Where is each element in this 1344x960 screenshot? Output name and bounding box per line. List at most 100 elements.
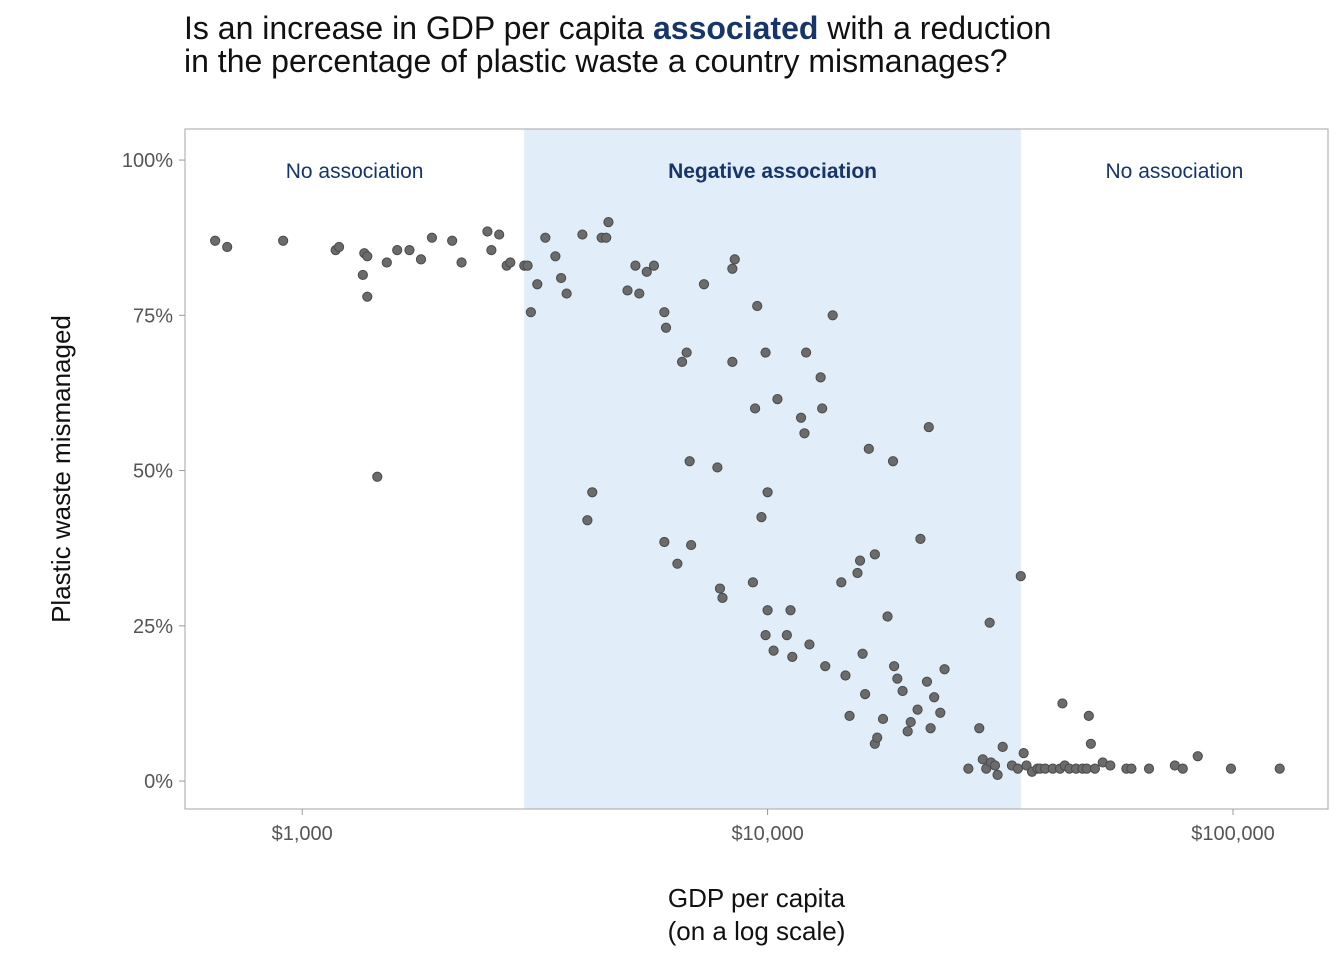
- region-label-3: No association: [1106, 160, 1244, 183]
- data-point: [984, 617, 995, 628]
- data-point: [426, 232, 438, 243]
- data-point: [577, 229, 588, 240]
- chart-title-line-1: Is an increase in GDP per capita associa…: [184, 12, 1051, 45]
- data-point: [456, 257, 467, 268]
- data-point: [660, 322, 672, 333]
- data-point: [684, 456, 695, 467]
- data-point: [404, 244, 415, 256]
- data-point: [852, 567, 863, 579]
- data-point: [992, 769, 1003, 780]
- data-point: [727, 263, 738, 274]
- data-point: [415, 254, 427, 265]
- data-point: [1192, 751, 1203, 762]
- data-point: [1085, 738, 1096, 749]
- data-point: [278, 235, 289, 246]
- data-point: [760, 347, 771, 358]
- data-point: [877, 713, 889, 725]
- data-point: [486, 244, 497, 256]
- data-point: [872, 732, 883, 743]
- data-point: [817, 403, 828, 414]
- data-point: [1057, 698, 1068, 709]
- data-point: [785, 605, 796, 616]
- data-point: [929, 692, 940, 703]
- data-point: [372, 471, 383, 482]
- data-point: [603, 217, 614, 228]
- data-point: [1274, 763, 1285, 774]
- data-point: [482, 226, 493, 237]
- data-point: [912, 704, 923, 715]
- region-bands: [524, 129, 1021, 809]
- negative-association-band: [524, 129, 1021, 809]
- data-point: [561, 288, 572, 299]
- data-point: [1126, 763, 1137, 774]
- y-tick-label: 0%: [144, 771, 173, 793]
- data-point: [781, 630, 792, 641]
- data-point: [447, 235, 458, 246]
- data-point: [333, 241, 345, 253]
- data-point: [939, 664, 950, 675]
- data-point: [532, 279, 543, 290]
- data-point: [1018, 748, 1029, 759]
- y-axis: 0% 25% 50% 75% 100%: [122, 150, 185, 793]
- y-tick-label: 100%: [122, 150, 173, 172]
- data-point: [681, 347, 692, 358]
- data-point: [686, 539, 697, 551]
- data-point: [882, 611, 893, 622]
- data-point: [772, 394, 783, 405]
- data-point: [963, 763, 974, 774]
- data-point: [820, 661, 831, 672]
- title-highlight-word: associated: [652, 10, 819, 46]
- data-point: [659, 536, 670, 548]
- data-point: [997, 741, 1008, 752]
- data-point: [714, 583, 726, 594]
- data-point: [840, 670, 851, 681]
- chart-title: Is an increase in GDP per capita associa…: [184, 12, 1051, 78]
- data-point: [836, 577, 847, 588]
- data-point: [630, 260, 641, 271]
- data-point: [648, 260, 660, 271]
- chart-title-line-2: in the percentage of plastic waste a cou…: [184, 43, 1008, 79]
- data-point: [494, 229, 505, 240]
- x-axis-title-line-1: GDP per capita: [668, 883, 846, 913]
- data-point: [974, 723, 985, 734]
- data-point: [698, 279, 710, 290]
- title-text-before: Is an increase in GDP per capita: [184, 10, 653, 46]
- data-point: [762, 487, 773, 498]
- x-tick-label: $1,000: [272, 823, 333, 845]
- data-point: [522, 260, 533, 271]
- data-point: [1012, 763, 1024, 774]
- region-label-1: No association: [286, 160, 424, 183]
- data-point: [747, 577, 759, 588]
- data-point: [525, 307, 536, 318]
- data-point: [815, 372, 826, 383]
- y-tick-label: 75%: [133, 305, 173, 327]
- data-point: [1105, 760, 1116, 771]
- data-point: [357, 269, 368, 281]
- data-point: [768, 645, 779, 656]
- data-point: [1177, 763, 1188, 774]
- data-point: [752, 300, 763, 312]
- data-point: [923, 421, 934, 433]
- data-point: [505, 257, 516, 268]
- data-point: [659, 307, 670, 318]
- data-point: [905, 716, 916, 728]
- data-point: [1089, 763, 1101, 774]
- data-point: [587, 487, 598, 498]
- data-point: [889, 661, 900, 672]
- data-point: [1143, 763, 1155, 774]
- y-tick-label: 25%: [133, 616, 173, 638]
- data-point: [582, 515, 593, 526]
- region-label-2: Negative association: [668, 160, 877, 183]
- x-tick-label: $100,000: [1191, 823, 1274, 845]
- x-tick-label: $10,000: [731, 823, 803, 845]
- data-point: [1015, 571, 1026, 582]
- data-points: [210, 217, 1285, 780]
- data-point: [827, 310, 838, 321]
- data-point: [799, 428, 810, 439]
- data-point: [1225, 763, 1237, 774]
- y-tick-label: 50%: [133, 461, 173, 483]
- data-point: [935, 707, 946, 718]
- region-labels: No association Negative association No ass…: [286, 160, 1244, 183]
- data-point: [925, 723, 936, 734]
